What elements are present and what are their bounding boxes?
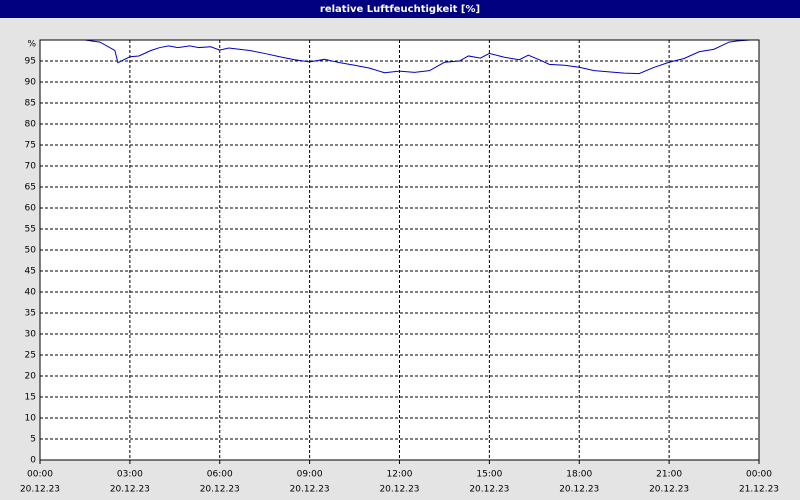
x-tick-date: 20.12.23 <box>20 485 60 495</box>
y-tick-label: 85 <box>25 99 36 109</box>
x-tick-date: 20.12.23 <box>110 485 150 495</box>
x-tick-date: 21.12.23 <box>739 485 779 495</box>
y-tick-label: 45 <box>25 267 36 277</box>
x-tick-date: 20.12.23 <box>649 485 689 495</box>
x-tick-label: 15:00 <box>476 470 502 480</box>
y-tick-label: 15 <box>25 393 36 403</box>
y-tick-label: 0 <box>30 456 36 466</box>
x-tick-date: 20.12.23 <box>469 485 509 495</box>
y-tick-label: 55 <box>25 225 36 235</box>
x-tick-label: 06:00 <box>207 470 233 480</box>
x-tick-label: 03:00 <box>117 470 143 480</box>
x-tick-label: 00:00 <box>746 470 772 480</box>
title-bar <box>0 0 800 18</box>
y-tick-label: 25 <box>25 351 36 361</box>
y-tick-label: 20 <box>25 372 37 382</box>
y-tick-label: 70 <box>25 162 37 172</box>
y-tick-label: 90 <box>25 78 37 88</box>
x-tick-label: 18:00 <box>566 470 592 480</box>
x-tick-date: 20.12.23 <box>290 485 330 495</box>
y-tick-label: 5 <box>30 435 36 445</box>
x-tick-label: 21:00 <box>656 470 682 480</box>
y-tick-label: 80 <box>25 120 37 130</box>
y-tick-label: 65 <box>25 183 36 193</box>
y-tick-label: 10 <box>25 414 37 424</box>
plot-border <box>39 39 760 461</box>
y-tick-label: 35 <box>25 309 36 319</box>
x-tick-label: 12:00 <box>387 470 413 480</box>
x-tick-date: 20.12.23 <box>200 485 240 495</box>
y-tick-label: 95 <box>25 57 36 67</box>
chart-title: relative Luftfeuchtigkeit [%] <box>320 4 480 15</box>
y-tick-label: % <box>27 40 36 50</box>
y-tick-label: 75 <box>25 141 36 151</box>
x-tick-date: 20.12.23 <box>379 485 419 495</box>
x-tick-date: 20.12.23 <box>559 485 599 495</box>
data-line <box>40 39 751 75</box>
x-tick-label: 00:00 <box>27 470 53 480</box>
y-tick-label: 60 <box>25 204 37 214</box>
y-tick-label: 40 <box>25 288 37 298</box>
y-tick-label: 50 <box>25 246 37 256</box>
y-tick-label: 30 <box>25 330 37 340</box>
x-tick-label: 09:00 <box>297 470 323 480</box>
